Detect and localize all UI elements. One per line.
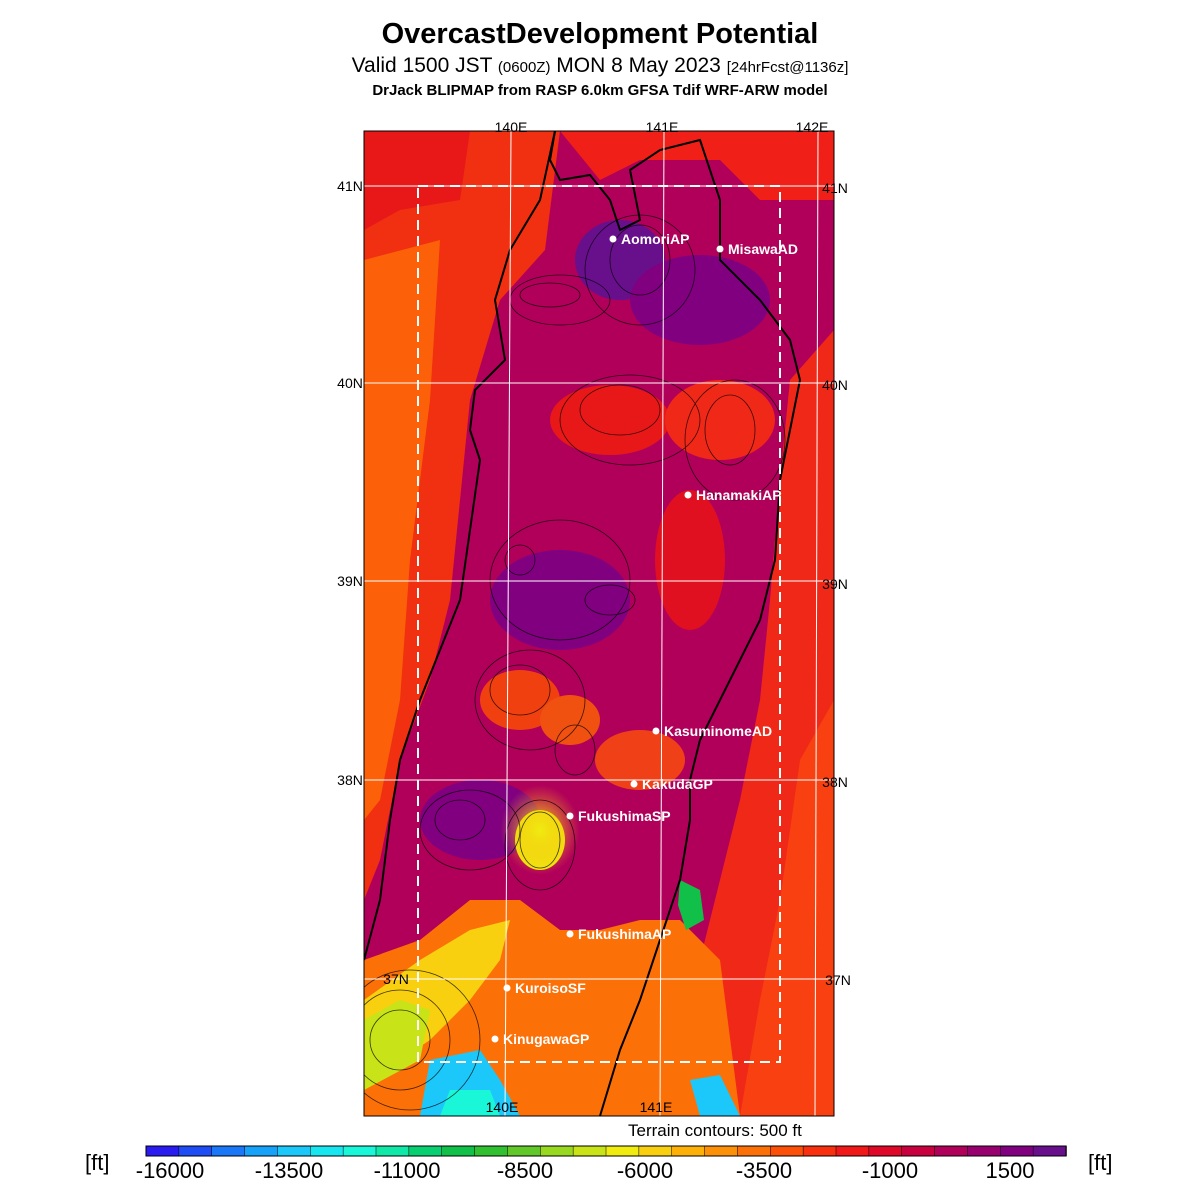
inner-domain-box (417, 185, 781, 1063)
lat-label-right-37: 37N (825, 972, 851, 988)
station-marker-fukushima-ap[interactable] (566, 930, 574, 938)
lon-label-top-142: 142E (796, 119, 829, 135)
color-scale-cell (145, 1145, 180, 1157)
color-scale-cell (605, 1145, 640, 1157)
lat-label-left-41: 41N (337, 178, 363, 194)
scale-tick-label-1: -13500 (254, 1158, 324, 1183)
station-label-kinugawa: KinugawaGP (503, 1031, 589, 1047)
color-scale-cell (342, 1145, 377, 1157)
unit-label-right: [ft] (1088, 1150, 1113, 1175)
station-marker-hanamaki[interactable] (684, 491, 692, 499)
lon-label-bottom-140: 140E (486, 1099, 519, 1115)
scale-tick-label-6: -1000 (861, 1158, 919, 1183)
station-marker-misawa[interactable] (716, 245, 724, 253)
color-scale-cell (934, 1145, 969, 1157)
map-frame (363, 130, 835, 1117)
station-label-kakuda: KakudaGP (642, 776, 713, 792)
station-marker-kakuda[interactable] (630, 780, 638, 788)
color-scale-cell (770, 1145, 804, 1157)
lat-label-left-40: 40N (337, 375, 363, 391)
color-scale-cell (540, 1145, 574, 1157)
scale-tick-label-7: 1500 (985, 1158, 1035, 1183)
color-scale-cell (704, 1145, 739, 1157)
scale-tick-label-5: -3500 (735, 1158, 793, 1183)
coastline-west (364, 131, 556, 961)
valid-zulu: (0600Z) (497, 59, 551, 76)
lat-label-left-38: 38N (337, 772, 363, 788)
color-scale-cell (1000, 1145, 1034, 1157)
color-scale-frame (145, 1145, 1067, 1157)
station-marker-kasuminome[interactable] (652, 727, 660, 735)
station-marker-kuroiso[interactable] (503, 984, 511, 992)
scale-tick-label-2: -11000 (373, 1158, 441, 1183)
color-scale-cell (441, 1145, 476, 1157)
station-label-hanamaki: HanamakiAP (696, 487, 782, 503)
lat-label-left-39: 39N (337, 573, 363, 589)
lat-label-left-37: 37N (383, 971, 409, 987)
terrain-contour-note: Terrain contours: 500 ft (628, 1121, 802, 1140)
station-label-fukushima-ap: FukushimaAP (578, 926, 671, 942)
color-scale-cell (507, 1145, 542, 1157)
lon-label-top-140: 140E (495, 119, 528, 135)
scale-tick-label-4: -6000 (616, 1158, 674, 1183)
lat-label-right-40: 40N (822, 377, 848, 393)
lon-label-bottom-141: 141E (640, 1099, 673, 1115)
color-scale-cell (244, 1145, 279, 1157)
scale-tick-label-0: -16000 (135, 1158, 205, 1183)
latlon-grid (364, 131, 834, 1116)
station-marker-fukushima-sp[interactable] (566, 812, 574, 820)
color-scale-cell (737, 1145, 772, 1157)
color-scale-cell (310, 1145, 344, 1157)
unit-label-left: [ft] (85, 1150, 110, 1175)
forecast-label: [24hrFcst@1136z] (726, 59, 849, 76)
color-scale-cell (868, 1145, 903, 1157)
color-scale-cell (211, 1145, 246, 1157)
color-scale-cell (901, 1145, 936, 1157)
color-scale-cell (835, 1145, 870, 1157)
station-marker-kinugawa[interactable] (491, 1035, 499, 1043)
station-label-kasuminome: KasuminomeAD (664, 723, 772, 739)
scale-tick-label-3: -8500 (496, 1158, 554, 1183)
color-scale-cell (408, 1145, 443, 1157)
valid-time: Valid 1500 JST (0600Z) MON 8 May 2023 [2… (0, 54, 1200, 78)
valid-date: MON 8 May 2023 (556, 54, 721, 77)
valid-main: Valid 1500 JST (351, 54, 493, 77)
model-label: DrJack BLIPMAP from RASP 6.0km GFSA Tdif… (372, 82, 828, 99)
terrain-contours (364, 214, 786, 1111)
color-scale-cell (1032, 1145, 1067, 1157)
field-west-orange (364, 240, 440, 820)
color-scale-cell (474, 1145, 509, 1157)
lat-label-right-39: 39N (822, 576, 848, 592)
map-title: OvercastDevelopment Potential (381, 18, 819, 50)
station-label-fukushima-sp: FukushimaSP (578, 808, 671, 824)
lat-label-right-41: 41N (822, 180, 848, 196)
station-marker-aomori[interactable] (609, 235, 617, 243)
color-scale-cell (967, 1145, 1002, 1157)
color-scale-cell (572, 1145, 607, 1157)
station-label-misawa: MisawaAD (728, 241, 798, 257)
lon-label-top-141: 141E (646, 119, 679, 135)
color-scale-cell (178, 1145, 213, 1157)
field-north (560, 131, 834, 200)
lat-label-right-38: 38N (822, 774, 848, 790)
color-scale-cell (277, 1145, 312, 1157)
field-green-patch (678, 880, 704, 930)
color-scale-cell (802, 1145, 837, 1157)
station-label-aomori: AomoriAP (621, 231, 689, 247)
color-scale-cell (671, 1145, 706, 1157)
color-scale-cell (638, 1145, 673, 1157)
field-cyan-patch (420, 1050, 520, 1116)
color-scale-cell (375, 1145, 410, 1157)
station-label-kuroiso: KuroisoSF (515, 980, 586, 996)
